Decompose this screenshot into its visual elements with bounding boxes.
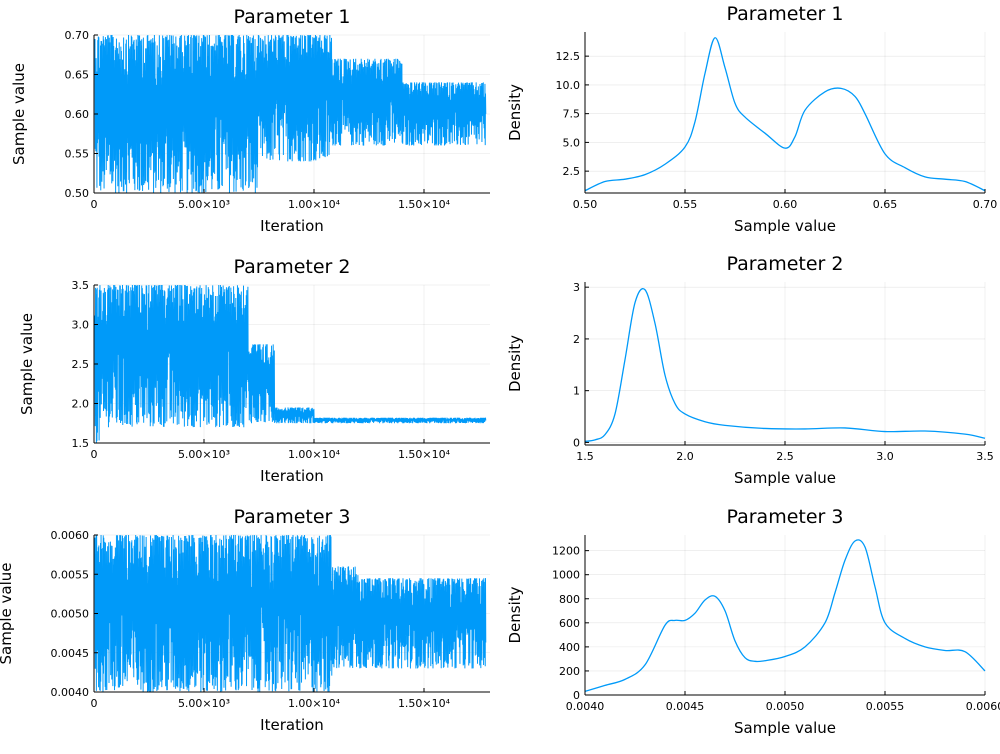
y-tick-label: 0.50 <box>65 187 90 200</box>
y-tick-label: 2.0 <box>72 398 90 411</box>
y-tick-label: 1.5 <box>72 437 90 450</box>
x-tick-label: 1.00×10⁴ <box>288 198 341 211</box>
chart-title: Parameter 3 <box>727 506 844 528</box>
density-line <box>584 539 986 693</box>
x-axis-label: Sample value <box>734 217 836 235</box>
y-axis-label: Sample value <box>10 63 28 165</box>
y-tick-label: 3 <box>573 281 580 294</box>
chart-title: Parameter 1 <box>727 3 844 25</box>
x-tick-label: 1.00×10⁴ <box>288 697 341 710</box>
x-tick-label: 1.00×10⁴ <box>288 448 341 461</box>
y-tick-label: 0.65 <box>65 69 90 82</box>
y-axis-label: Sample value <box>0 563 15 665</box>
y-tick-label: 0.60 <box>65 108 90 121</box>
y-tick-label: 3.0 <box>72 319 90 332</box>
trace-line <box>94 284 487 443</box>
x-tick-label: 0.0055 <box>866 700 905 713</box>
x-tick-label: 0 <box>91 697 98 710</box>
x-tick-label: 0.0040 <box>566 700 605 713</box>
y-tick-label: 10.0 <box>556 79 581 92</box>
x-tick-label: 2.0 <box>676 450 694 463</box>
y-tick-label: 2 <box>573 333 580 346</box>
x-axis-label: Iteration <box>260 467 324 485</box>
density-line <box>584 37 986 192</box>
x-tick-label: 1.50×10⁴ <box>398 697 451 710</box>
x-axis-label: Sample value <box>734 469 836 487</box>
x-tick-label: 0.70 <box>973 198 998 211</box>
y-axis-label: Density <box>506 84 524 141</box>
x-axis-label: Iteration <box>260 716 324 734</box>
chart-title: Parameter 3 <box>234 506 351 528</box>
y-tick-label: 0 <box>573 689 580 702</box>
x-tick-label: 0.60 <box>773 198 798 211</box>
density-line <box>584 288 986 443</box>
y-tick-label: 200 <box>559 665 580 678</box>
chart-title: Parameter 2 <box>234 256 351 278</box>
x-tick-label: 1.50×10⁴ <box>398 198 451 211</box>
y-tick-label: 2.5 <box>72 358 90 371</box>
x-axis-label: Iteration <box>260 217 324 235</box>
chart-title: Parameter 2 <box>727 253 844 275</box>
x-tick-label: 5.00×10³ <box>178 697 230 710</box>
y-tick-label: 0.70 <box>65 29 90 42</box>
y-tick-label: 0.0060 <box>51 529 90 542</box>
y-axis-label: Density <box>506 586 524 643</box>
y-tick-label: 12.5 <box>556 50 581 63</box>
x-tick-label: 3.5 <box>976 450 994 463</box>
x-tick-label: 2.5 <box>776 450 794 463</box>
y-tick-label: 2.5 <box>563 165 581 178</box>
x-tick-label: 0.55 <box>673 198 698 211</box>
x-tick-label: 1.50×10⁴ <box>398 448 451 461</box>
trace-line <box>94 34 487 193</box>
x-tick-label: 0.65 <box>873 198 898 211</box>
y-tick-label: 0.0050 <box>51 608 90 621</box>
y-tick-label: 0.0045 <box>51 647 90 660</box>
x-tick-label: 0 <box>91 198 98 211</box>
y-tick-label: 1000 <box>552 569 580 582</box>
y-tick-label: 7.5 <box>563 108 581 121</box>
y-tick-label: 400 <box>559 641 580 654</box>
y-tick-label: 600 <box>559 617 580 630</box>
y-tick-label: 800 <box>559 593 580 606</box>
x-tick-label: 0.0060 <box>966 700 1000 713</box>
y-tick-label: 5.0 <box>563 136 581 149</box>
chart-title: Parameter 1 <box>234 6 351 28</box>
x-tick-label: 3.0 <box>876 450 894 463</box>
y-axis-label: Sample value <box>18 313 36 415</box>
y-tick-label: 1200 <box>552 545 580 558</box>
trace-line <box>94 534 487 693</box>
x-tick-label: 0.0050 <box>766 700 805 713</box>
y-tick-label: 3.5 <box>72 279 90 292</box>
y-tick-label: 0 <box>573 436 580 449</box>
y-tick-label: 1 <box>573 385 580 398</box>
y-tick-label: 0.55 <box>65 148 90 161</box>
x-tick-label: 0 <box>91 448 98 461</box>
x-tick-label: 5.00×10³ <box>178 198 230 211</box>
x-tick-label: 0.0045 <box>666 700 705 713</box>
y-tick-label: 0.0055 <box>51 568 90 581</box>
y-tick-label: 0.0040 <box>51 686 90 699</box>
y-axis-label: Density <box>506 335 524 392</box>
x-tick-label: 5.00×10³ <box>178 448 230 461</box>
x-tick-label: 1.5 <box>576 450 594 463</box>
x-axis-label: Sample value <box>734 719 836 737</box>
x-tick-label: 0.50 <box>573 198 598 211</box>
